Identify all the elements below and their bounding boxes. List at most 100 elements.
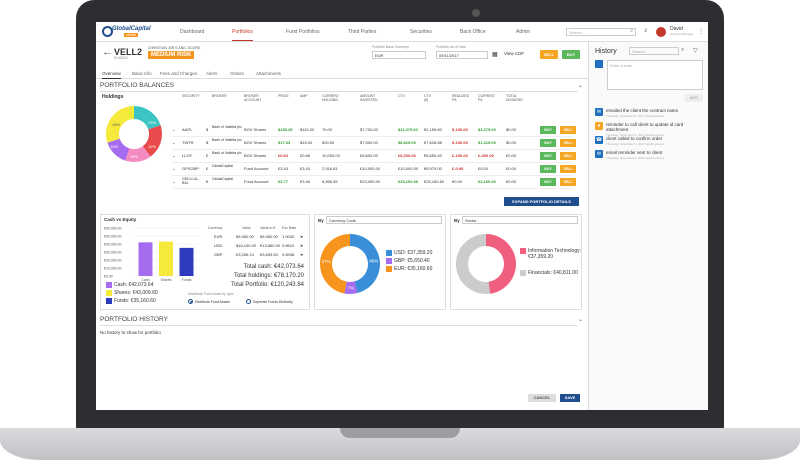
radio-separate-label[interactable]: Seperate Funds Distinctly — [253, 300, 293, 304]
holdings-label: Holdings — [102, 94, 124, 100]
tab-orders[interactable]: Orders — [230, 71, 244, 76]
bar-shares[interactable] — [159, 241, 173, 276]
global-search-input[interactable]: Search... — [566, 28, 636, 36]
buy-button[interactable]: BUY — [562, 50, 580, 59]
cash-equity-title: Cash vs Equity — [104, 217, 137, 222]
donut-slice[interactable] — [344, 281, 358, 294]
table-row[interactable]: ⌄ GPSGBP £ GlobalCapital Fund Account £3.43 £3… — [172, 163, 576, 176]
tab-fees[interactable]: Fees and Charges — [160, 71, 198, 76]
calendar-icon[interactable]: ▦ — [492, 52, 498, 58]
col-dividend: TOTAL DIVIDEND — [506, 94, 523, 102]
collapse-icon[interactable]: ⌄ — [578, 83, 584, 89]
currency-convert-icon[interactable]: ➤ — [300, 243, 304, 248]
sector-group-select[interactable]: Sector — [462, 216, 578, 224]
row-expand-icon[interactable]: ⌄ — [172, 153, 176, 158]
radio-distribute[interactable] — [188, 299, 193, 304]
legend-cash: Cash: €42,073.64 — [114, 282, 154, 288]
cell-broker: Bank of Valletta plc — [212, 151, 242, 155]
radio-distribute-label[interactable]: Distribute Fund Assets — [195, 300, 231, 304]
row-buy-button[interactable]: BUY — [540, 126, 556, 134]
history-item-icon: ✉ — [595, 108, 603, 116]
donut-slice-twtr[interactable] — [142, 125, 162, 157]
tab-attachments[interactable]: Attachments — [256, 71, 282, 76]
row-sell-button[interactable]: SELL — [560, 178, 576, 186]
view-cdf-link[interactable]: View CDF — [504, 51, 525, 56]
currency-cell-cur: EUR — [214, 234, 223, 239]
cell-current: £0.00 — [478, 166, 489, 171]
sector-panel — [450, 214, 582, 310]
search-icon[interactable]: ⌕ — [681, 47, 685, 53]
nav-portfolios[interactable]: Portfolios — [232, 29, 253, 41]
currency-convert-icon[interactable]: ➤ — [300, 252, 304, 257]
history-search-input[interactable]: Search... — [629, 47, 679, 55]
collapse-icon[interactable]: ⌄ — [578, 317, 584, 323]
bar-cash[interactable] — [138, 242, 153, 276]
row-sell-button[interactable]: SELL — [560, 139, 576, 147]
row-buy-button[interactable]: BUY — [540, 165, 556, 173]
donut-slice-gpsgbp[interactable] — [107, 138, 130, 161]
row-sell-button[interactable]: SELL — [560, 165, 576, 173]
row-expand-icon[interactable]: ⌄ — [172, 127, 176, 132]
logo[interactable]: GlobalCapital wealth — [102, 25, 151, 39]
table-row[interactable]: ⌄ LLOY £ Bank of Valletta plc BOV Shares £0.6… — [172, 150, 576, 163]
nav-third-parties[interactable]: Third Parties — [348, 29, 377, 35]
nav-securities[interactable]: Securities — [410, 29, 432, 35]
nav-dashboard[interactable]: Dashboard — [180, 29, 205, 35]
donut-slice[interactable] — [486, 234, 516, 294]
donut-slice[interactable] — [456, 234, 491, 294]
cancel-button[interactable]: CANCEL — [528, 394, 556, 402]
currency-group-select[interactable]: Currency Code — [326, 216, 442, 224]
row-buy-button[interactable]: BUY — [540, 152, 556, 160]
bar-funds[interactable] — [179, 247, 194, 276]
donut-slice[interactable] — [350, 234, 380, 294]
bell-icon[interactable]: ♪ — [644, 27, 648, 34]
history-item-icon: ● — [595, 122, 603, 130]
row-buy-button[interactable]: BUY — [540, 178, 556, 186]
sell-button[interactable]: SELL — [540, 50, 558, 59]
row-sell-button[interactable]: SELL — [560, 152, 576, 160]
base-currency-select[interactable]: EUR — [372, 51, 426, 59]
cell-ctv_eur: €8,979.00 — [424, 166, 442, 171]
cur-legend-usd: USD: €37,359.20 — [394, 250, 433, 256]
donut-slice[interactable] — [320, 234, 350, 294]
nav-back-office[interactable]: Back Office — [460, 29, 486, 35]
slice-label: 47% — [322, 259, 331, 264]
currency-cell-cur: GBP — [214, 252, 223, 257]
row-expand-icon[interactable]: ⌄ — [172, 166, 176, 171]
search-icon[interactable]: ⌕ — [630, 28, 634, 34]
save-button[interactable]: SAVE — [560, 394, 580, 402]
total-holdings: Total holdings: €78,170.20 — [233, 273, 304, 279]
radio-separate[interactable] — [246, 299, 251, 304]
sec-legend-fin: Financials: €40,811.00 — [528, 270, 578, 276]
donut-slice-lloy[interactable] — [125, 146, 151, 162]
tab-alerts[interactable]: Alerts — [206, 71, 218, 76]
add-note-button[interactable]: ADD — [685, 94, 703, 102]
more-icon[interactable]: ⋮ — [698, 29, 704, 35]
expand-details-button[interactable]: EXPAND PORTFOLIO DETAILS — [504, 197, 579, 206]
note-input[interactable]: Enter a note — [607, 60, 703, 90]
cell-invested: €23,000.00 — [360, 179, 381, 184]
user-name[interactable]: David — [670, 26, 683, 32]
table-row[interactable]: ⌄ GECLI-UL-BAL € GlobalCapital Fund Account €… — [172, 176, 576, 189]
table-row[interactable]: ⌄ AAPL $ Bank of Valletta plc BOV Shares $158… — [172, 124, 576, 137]
row-buy-button[interactable]: BUY — [540, 139, 556, 147]
currency-convert-icon[interactable]: ➤ — [300, 234, 304, 239]
avatar[interactable] — [656, 27, 666, 37]
y-tick-label: €0.00 — [104, 275, 113, 279]
back-arrow-icon[interactable]: ← — [102, 46, 113, 58]
cell-realized: $-150.00 — [452, 127, 468, 132]
cell-price: €3.77 — [278, 179, 289, 184]
table-row[interactable]: ⌄ TWTR $ Bank of Valletta plc BOV Shares $17.… — [172, 137, 576, 150]
donut-slice-gecli[interactable] — [106, 106, 134, 143]
row-expand-icon[interactable]: ⌄ — [172, 179, 176, 184]
donut-slice-aapl[interactable] — [134, 106, 161, 130]
filter-icon[interactable]: ▽ — [693, 48, 698, 54]
row-sell-button[interactable]: SELL — [560, 126, 576, 134]
as-of-date-input[interactable]: 09/11/2017 — [436, 51, 488, 59]
nav-fund-portfolios[interactable]: Fund Portfolios — [286, 29, 320, 35]
row-expand-icon[interactable]: ⌄ — [172, 140, 176, 145]
tab-overview[interactable]: Overview — [102, 71, 121, 79]
nav-admin[interactable]: Admin — [516, 29, 531, 35]
tab-basic-info[interactable]: Basic Info — [132, 71, 152, 76]
cell-broker: Bank of Valletta plc — [212, 138, 242, 142]
